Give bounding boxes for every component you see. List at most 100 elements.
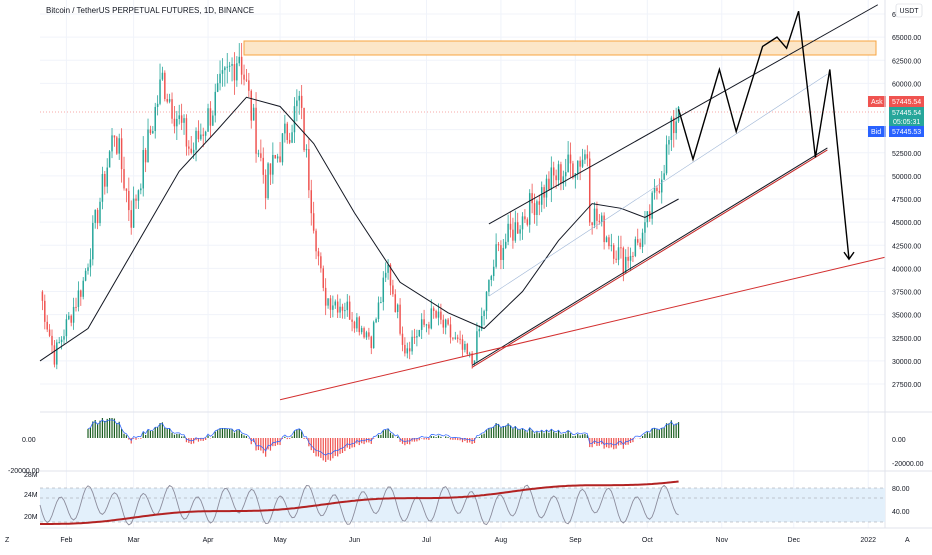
histogram-bar [332,438,333,458]
candle-body [118,138,119,153]
bid-tag: Bid 57445.53 [868,126,924,137]
histogram-bar [205,438,206,440]
candle-body [476,331,477,360]
histogram-bar [212,436,213,438]
histogram-bar [426,438,427,439]
candle-body [603,216,604,243]
candle-body [517,222,518,233]
histogram-bar [270,438,271,451]
candle-body [217,83,218,92]
candle-body [267,163,268,198]
candle-body [212,116,213,126]
histogram-bar [568,431,569,438]
candle-body [87,267,88,270]
histogram-bar [455,438,456,440]
candle-body [606,237,607,242]
histogram-bar [138,438,139,439]
histogram-bar [433,436,434,438]
histogram-bar [258,438,259,450]
histogram-bar [431,436,432,438]
candle-body [301,96,302,108]
candle-body [73,307,74,323]
histogram-bar [481,435,482,438]
resistance-zone[interactable] [244,41,876,55]
candle-body [431,308,432,328]
candle-body [531,193,532,203]
candle-body [164,73,165,99]
corner-right-label[interactable]: A [905,537,910,544]
candle-body [524,216,525,219]
candle-body [325,288,326,306]
candle-body [500,245,501,260]
candle-body [505,242,506,248]
histogram-bar [544,433,545,438]
histogram-bar [484,434,485,438]
candle-body [303,108,304,150]
candle-body [395,294,396,312]
histogram-bar [520,430,521,438]
candle-body [644,222,645,232]
candle-body [601,216,602,222]
candle-body [265,175,266,198]
histogram-bar [570,433,571,438]
candle-body [428,324,429,328]
histogram-bar [167,429,168,438]
histogram-bar [243,435,244,438]
histogram-bar [231,429,232,438]
candle-body [529,193,530,225]
histogram-bar [560,435,561,438]
candle-body [459,339,460,340]
candle-body [80,290,81,296]
candle-body [239,57,240,63]
price-tick-label: 47500.00 [892,197,921,204]
histogram-bar [676,423,677,438]
candle-body [623,248,624,274]
histogram-bar [366,438,367,442]
histogram-bar [99,421,100,438]
candle-body [174,119,175,127]
histogram-bar [649,433,650,438]
histogram-bar [678,422,679,438]
time-tick-label: Apr [203,537,215,544]
time-tick-label: Sep [569,537,582,544]
candle-body [320,256,321,268]
candle-body [654,188,655,193]
histogram-bar [174,435,175,438]
candle-body [587,154,588,158]
candle-body [109,151,110,167]
candle-body [94,210,95,223]
candle-body [90,259,91,267]
histogram-bar [229,429,230,438]
histogram-bar [337,438,338,456]
candle-body [339,307,340,313]
candle-body [181,115,182,122]
histogram-bar [392,435,393,438]
candle-body [404,345,405,353]
candle-body [260,153,261,158]
histogram-bar [479,437,480,438]
time-tick-label: Dec [788,537,801,544]
histogram-bar [577,434,578,438]
candle-body [193,150,194,153]
histogram-bar [109,418,110,438]
candle-body [546,179,547,198]
histogram-bar [315,438,316,456]
candle-body [128,191,129,210]
histogram-bar [133,438,134,439]
candle-body [539,201,540,204]
candle-body [258,153,259,154]
time-tick-label: 2022 [860,537,876,544]
histogram-bar [97,423,98,438]
candle-body [253,108,254,121]
candle-body [503,248,504,260]
histogram-bar [236,430,237,438]
candle-body [380,302,381,303]
last-price-value: 57445.54 [892,110,921,117]
histogram-bar [385,430,386,438]
corner-left-label[interactable]: Z [5,537,10,544]
candle-body [359,317,360,332]
candle-body [111,135,112,151]
candle-body [483,311,484,316]
histogram-bar [219,429,220,438]
